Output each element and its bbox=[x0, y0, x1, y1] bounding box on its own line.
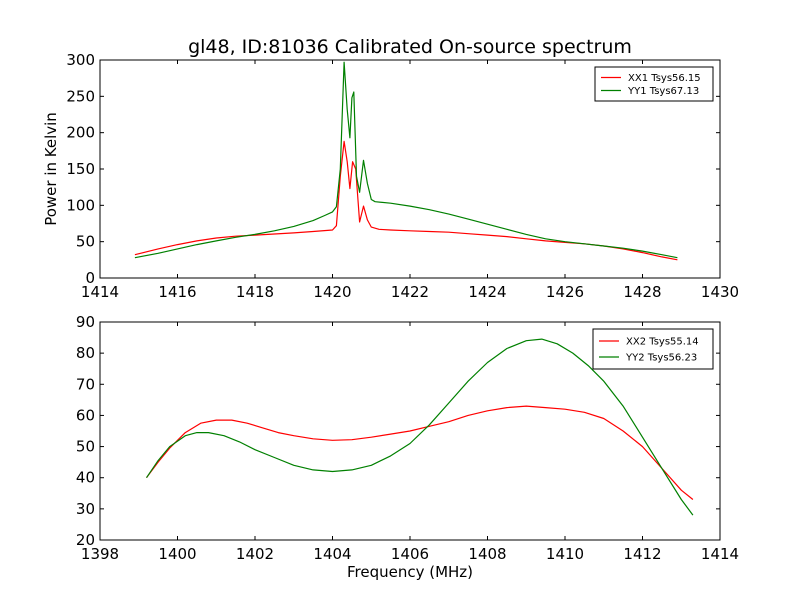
bottom-y-tick-label: 90 bbox=[76, 313, 95, 331]
top-x-tick-label: 1416 bbox=[158, 283, 196, 301]
top-panel: 1414 1416 1418 1420 1422 1424 1426 1428 1430 0 50 1… bbox=[66, 51, 739, 301]
top-y-tick-label: 300 bbox=[66, 51, 95, 69]
bottom-y-tick-label: 30 bbox=[76, 500, 95, 518]
bottom-legend-box bbox=[592, 328, 714, 370]
top-legend-label-1: XX1 Tsys56.15 bbox=[628, 73, 701, 84]
chart-title: gl48, ID:81036 Calibrated On-source spec… bbox=[188, 36, 632, 58]
bottom-series-group bbox=[146, 338, 694, 516]
top-series-line-1 bbox=[134, 140, 678, 261]
bottom-y-tick-label: 50 bbox=[76, 438, 95, 456]
bottom-panel: 1398 1400 1402 1404 1406 1408 1410 1412 1414 20 30… bbox=[76, 313, 739, 563]
bottom-x-tick-label: 1414 bbox=[701, 545, 739, 563]
bottom-x-tick-label: 1404 bbox=[313, 545, 351, 563]
top-legend: XX1 Tsys56.15 YY1 Tsys67.13 bbox=[594, 66, 714, 102]
top-legend-label-2: YY1 Tsys67.13 bbox=[627, 86, 699, 97]
bottom-y-tick-label: 70 bbox=[76, 375, 95, 393]
bottom-x-tick-label: 1402 bbox=[236, 545, 274, 563]
bottom-x-tick-label: 1410 bbox=[546, 545, 584, 563]
top-x-tick-label: 1414 bbox=[81, 283, 119, 301]
top-y-tick-label: 0 bbox=[85, 269, 95, 287]
top-y-tick-label: 100 bbox=[66, 196, 95, 214]
bottom-x-tick-label: 1398 bbox=[81, 545, 119, 563]
top-y-tick-label: 200 bbox=[66, 124, 95, 142]
bottom-x-tick-label: 1408 bbox=[468, 545, 506, 563]
top-x-tick-label: 1428 bbox=[623, 283, 661, 301]
bottom-legend: XX2 Tsys55.14 YY2 Tsys56.23 bbox=[592, 328, 714, 370]
top-x-tick-label: 1420 bbox=[313, 283, 351, 301]
bottom-y-tick-label: 40 bbox=[76, 469, 95, 487]
bottom-series-line-2 bbox=[146, 338, 694, 516]
bottom-series-line-1 bbox=[146, 405, 694, 500]
top-series-line-2 bbox=[134, 61, 678, 259]
top-x-tick-label: 1430 bbox=[701, 283, 739, 301]
bottom-x-tick-label: 1412 bbox=[623, 545, 661, 563]
bottom-y-tick-label: 60 bbox=[76, 406, 95, 424]
bottom-x-tick-label: 1406 bbox=[391, 545, 429, 563]
top-x-tick-label: 1424 bbox=[468, 283, 506, 301]
bottom-y-tick-label: 80 bbox=[76, 344, 95, 362]
top-series-group bbox=[134, 61, 678, 261]
bottom-legend-label-1: XX2 Tsys55.14 bbox=[626, 337, 699, 348]
top-y-tick-label: 50 bbox=[76, 233, 95, 251]
top-y-tick-label: 150 bbox=[66, 160, 95, 178]
top-y-axis-label: Power in Kelvin bbox=[42, 112, 60, 226]
bottom-y-tick-label: 20 bbox=[76, 531, 95, 549]
bottom-x-tick-label: 1400 bbox=[158, 545, 196, 563]
bottom-x-axis-label: Frequency (MHz) bbox=[347, 563, 473, 581]
top-y-tick-label: 250 bbox=[66, 87, 95, 105]
top-x-tick-label: 1426 bbox=[546, 283, 584, 301]
bottom-legend-label-2: YY2 Tsys56.23 bbox=[625, 353, 697, 364]
top-x-tick-label: 1422 bbox=[391, 283, 429, 301]
top-x-tick-label: 1418 bbox=[236, 283, 274, 301]
top-legend-box bbox=[594, 66, 714, 102]
